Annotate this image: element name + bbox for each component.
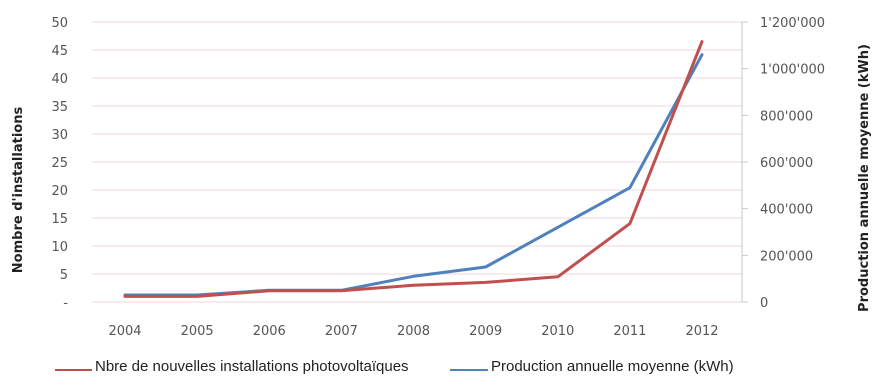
x-tick-label: 2005 bbox=[181, 324, 214, 339]
left-tick-label: 45 bbox=[51, 44, 68, 59]
right-tick-label: 400'000 bbox=[760, 203, 813, 218]
x-tick-label: 2009 bbox=[469, 324, 502, 339]
series-lines bbox=[123, 40, 704, 298]
left-tick-label: 50 bbox=[51, 16, 68, 31]
right-tick-label: 800'000 bbox=[760, 109, 813, 124]
series-line-production bbox=[123, 53, 704, 297]
x-tick-label: 2007 bbox=[325, 324, 358, 339]
right-axis-ticks: 0 200'000 400'000 600'000 800'000 1'000'000 1'… bbox=[742, 16, 825, 311]
left-tick-label: 10 bbox=[51, 240, 68, 255]
left-tick-label: 30 bbox=[51, 128, 68, 143]
x-tick-label: 2011 bbox=[613, 324, 646, 339]
left-tick-label: 20 bbox=[51, 184, 68, 199]
x-tick-label: 2004 bbox=[108, 324, 141, 339]
left-tick-label: - bbox=[63, 296, 68, 311]
left-tick-label: 40 bbox=[51, 72, 68, 87]
left-tick-label: 25 bbox=[51, 156, 68, 171]
x-tick-label: 2010 bbox=[541, 324, 574, 339]
left-tick-label: 5 bbox=[60, 268, 68, 283]
legend-label-installations: Nbre de nouvelles installations photovol… bbox=[95, 358, 409, 375]
left-tick-label: 35 bbox=[51, 100, 68, 115]
left-tick-label: 15 bbox=[51, 212, 68, 227]
left-axis-title: Nombre d'installations bbox=[11, 107, 26, 274]
right-tick-label: 1'000'000 bbox=[760, 63, 825, 78]
x-tick-label: 2012 bbox=[685, 324, 718, 339]
left-axis-ticks: - 5 10 15 20 25 30 35 40 45 50 bbox=[51, 16, 68, 311]
x-tick-label: 2006 bbox=[253, 324, 286, 339]
right-axis-title: Production annuelle moyenne (kWh) bbox=[857, 44, 872, 312]
x-axis-ticks: 2004 2005 2006 2007 2008 2009 2010 2011 2012 bbox=[108, 324, 718, 339]
right-tick-label: 600'000 bbox=[760, 156, 813, 171]
right-tick-label: 0 bbox=[760, 296, 768, 311]
legend-label-production: Production annuelle moyenne (kWh) bbox=[491, 358, 734, 375]
x-tick-label: 2008 bbox=[397, 324, 430, 339]
series-line-installations bbox=[123, 40, 704, 298]
right-tick-label: 1'200'000 bbox=[760, 16, 825, 31]
gridlines bbox=[92, 21, 742, 303]
right-tick-label: 200'000 bbox=[760, 249, 813, 264]
legend: Nbre de nouvelles installations photovol… bbox=[55, 358, 734, 375]
